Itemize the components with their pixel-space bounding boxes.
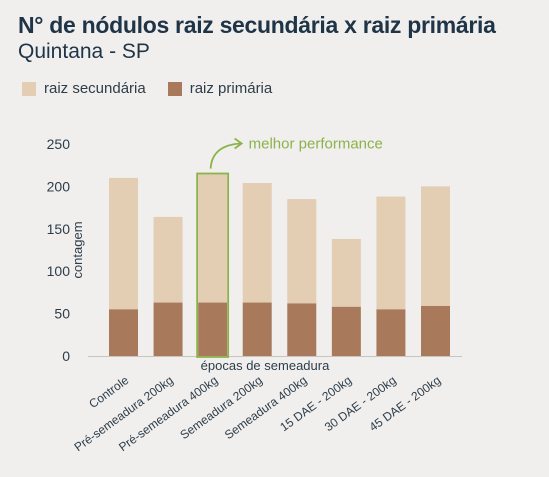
x-tick-label-4: Semeadura 400kg <box>222 373 310 442</box>
bar-primary-1 <box>153 302 183 356</box>
y-tick-label-1: 50 <box>54 306 70 322</box>
highlight-outline <box>196 172 230 358</box>
bar-secondary-0 <box>109 177 138 310</box>
y-axis-label: contagem <box>70 221 85 278</box>
x-tick-label-3: Semeadura 200kg <box>177 373 265 442</box>
bar-primary-0 <box>109 309 138 356</box>
chart-subtitle: Quintana - SP <box>18 40 150 63</box>
legend-item-primary: raiz primária <box>167 80 273 97</box>
y-tick-label-4: 200 <box>47 178 71 194</box>
legend-label-secondary: raiz secundária <box>44 80 146 97</box>
bar-primary-5 <box>331 306 361 356</box>
bar-secondary-6 <box>376 196 406 310</box>
legend-swatch-secondary <box>22 81 36 96</box>
bar-secondary-7 <box>421 186 450 306</box>
bar-secondary-1 <box>153 216 183 303</box>
annotation-label: melhor performance <box>249 136 383 153</box>
bar-secondary-2 <box>198 174 228 303</box>
annotation-arrow-head <box>234 137 244 150</box>
bar-primary-6 <box>376 309 406 356</box>
legend-item-secondary: raiz secundária <box>22 80 146 97</box>
bar-primary-7 <box>421 305 450 356</box>
legend-swatch-primary <box>167 81 182 96</box>
y-tick-label-0: 0 <box>62 348 70 364</box>
annotation-arrow <box>209 142 241 169</box>
bar-primary-3 <box>242 302 272 356</box>
bar-primary-2 <box>198 302 228 356</box>
bar-secondary-3 <box>242 183 272 303</box>
legend-label-primary: raiz primária <box>189 80 273 97</box>
bar-secondary-4 <box>287 199 317 304</box>
legend: raiz secundária raiz primária <box>22 80 294 97</box>
y-tick-label-2: 100 <box>47 263 71 279</box>
y-tick-label-3: 150 <box>47 221 71 237</box>
x-axis-label: épocas de semeadura <box>201 358 330 373</box>
bar-primary-4 <box>287 303 317 356</box>
bar-secondary-5 <box>331 238 361 307</box>
chart-title: N° de nódulos raiz secundária x raiz pri… <box>18 12 496 38</box>
y-tick-label-5: 250 <box>47 136 71 152</box>
